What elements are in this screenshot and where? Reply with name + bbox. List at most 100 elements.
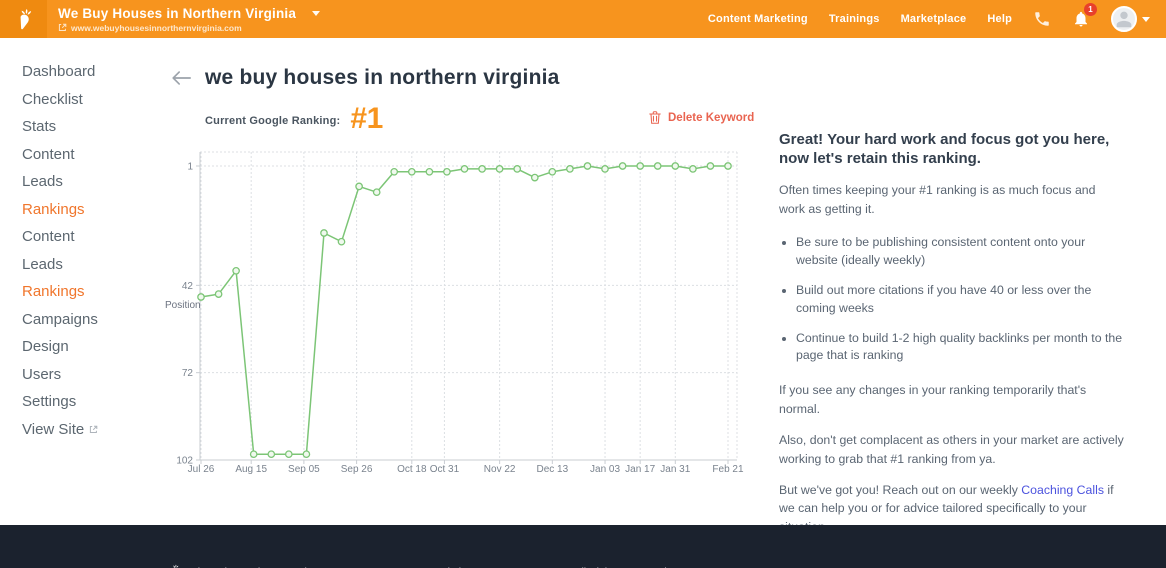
trash-icon [649,111,661,124]
sidebar-item-leads[interactable]: Leads [22,173,63,190]
external-link-icon [58,23,67,31]
chart-line [200,165,728,455]
arrow-left-icon [172,71,191,85]
chart-point [530,173,539,182]
user-icon [1116,11,1132,28]
chart-point [478,165,486,173]
chart-point [443,167,451,176]
delete-keyword-label: Delete Keyword [668,111,755,124]
chevron-down-icon [312,10,321,16]
footer-text: Inbound Growth For Real Estate Investors… [189,566,670,568]
chart-point [724,162,732,170]
sidebar-item-content-2[interactable]: Content [22,228,75,245]
x-axis-tick-label: Jan 17 [625,464,655,475]
sidebar-item-rankings[interactable]: Rankings [22,200,85,218]
chart-point [425,167,434,176]
sidebar-item-rankings-2[interactable]: Rankings [22,283,85,300]
back-button[interactable] [170,69,192,92]
sidebar-item-dashboard[interactable]: Dashboard [22,63,96,80]
current-ranking: Current Google Ranking: #1 [205,100,383,138]
notifications-button[interactable]: 1 [1072,3,1097,28]
chart-point [390,167,399,176]
chart-point [284,450,293,459]
nav-marketplace[interactable]: Marketplace [900,13,967,25]
chart-point [249,450,258,459]
advice-heading: Great! Your hard work and focus got you … [779,131,1110,168]
external-link-icon [90,425,98,433]
chart-point [566,165,574,173]
advice-bullet: Be sure to be publishing consistent cont… [796,234,1124,270]
y-axis-title: Position [165,300,201,311]
site-switcher[interactable]: We Buy Houses in Northern Virginia www.w… [47,0,321,38]
sidebar: Dashboard Checklist Stats Content Leads … [0,38,163,525]
sidebar-item-leads-2[interactable]: Leads [22,255,63,273]
footer: Inbound Growth For Real Estate Investors… [0,525,1166,568]
main-panel: we buy houses in northern virginia Curre… [163,38,1166,565]
chart-point [583,162,592,170]
avatar [1111,6,1137,32]
chart-point [337,237,346,246]
ranking-value: #1 [350,102,383,135]
advice-bullet: Build out more citations if you have 40 … [796,282,1124,318]
account-menu[interactable] [1111,6,1150,32]
sidebar-item-checklist[interactable]: Checklist [22,90,83,108]
chart-point [460,165,469,173]
sidebar-item-view-site[interactable]: View Site [22,421,163,438]
chart-point [302,450,311,459]
sidebar-item-content[interactable]: Content [22,145,75,163]
y-axis-tick-label: 1 [187,162,193,173]
top-header: We Buy Houses in Northern Virginia www.w… [0,0,1166,38]
chart-point [513,165,522,173]
sidebar-item-campaigns[interactable]: Campaigns [22,310,98,328]
advice-paragraph: Also, don't get complacent as others in … [779,433,1124,466]
sidebar-item-users[interactable]: Users [22,365,62,383]
y-axis-tick-label: 72 [182,368,194,379]
phone-icon [1035,12,1049,26]
carrot-logo[interactable] [0,0,47,38]
delete-keyword-button[interactable]: Delete Keyword [648,110,754,125]
x-axis-tick-label: Jan 31 [660,464,690,475]
nav-content-marketing[interactable]: Content Marketing [707,13,808,25]
x-axis-tick-label: Oct 31 [430,464,460,475]
advice-bullet: Continue to build 1-2 high quality backl… [796,330,1124,366]
x-axis-tick-label: Aug 15 [235,464,267,475]
x-axis-tick-label: Jan 03 [590,464,620,475]
carrot-logo-icon [20,9,31,30]
y-axis-tick-label: 42 [182,281,194,292]
x-axis-tick-label: Feb 21 [712,464,744,475]
y-axis-tick-label: 102 [176,456,193,467]
advice-list: Be sure to be publishing consistent cont… [782,234,1124,365]
chart-point [372,188,381,197]
phone-button[interactable] [1033,10,1051,28]
chart-point [548,167,557,176]
chart-point [653,162,662,170]
chart-point [601,165,609,173]
chart-point [320,229,328,237]
advice-paragraph: If you see any changes in your ranking t… [779,383,1087,416]
page-title: we buy houses in northern virginia [205,66,560,89]
site-url[interactable]: www.webuyhousesinnorthernvirginia.com [71,22,242,33]
x-axis-tick-label: Sep 26 [341,464,373,475]
bell-icon [1075,11,1087,27]
chart-point [355,182,363,191]
chart-point [232,266,240,275]
sidebar-item-settings[interactable]: Settings [22,393,77,410]
sidebar-item-design[interactable]: Design [22,338,69,355]
chart-point [618,162,627,170]
x-axis-tick-label: Sep 05 [288,464,320,475]
chart-point [197,293,205,301]
sidebar-item-stats[interactable]: Stats [22,118,57,135]
notification-badge: 1 [1084,3,1097,16]
chart-point [267,450,276,459]
nav-trainings[interactable]: Trainings [828,13,880,25]
ranking-chart: Jul 26 Aug 15 Sep 05 Sep 26 Oct 18 Oct 31 Nov … [165,151,744,475]
chart-point [636,162,645,170]
coaching-calls-link[interactable]: Coaching Calls [1021,482,1104,497]
chart-point [214,290,223,298]
chart-point [495,165,504,173]
x-axis-tick-label: Nov 22 [484,464,516,475]
advice-paragraph: Often times keeping your #1 ranking is a… [779,183,1096,216]
chart-point [689,165,697,173]
nav-help[interactable]: Help [987,13,1012,25]
ranking-label: Current Google Ranking: [205,115,341,127]
